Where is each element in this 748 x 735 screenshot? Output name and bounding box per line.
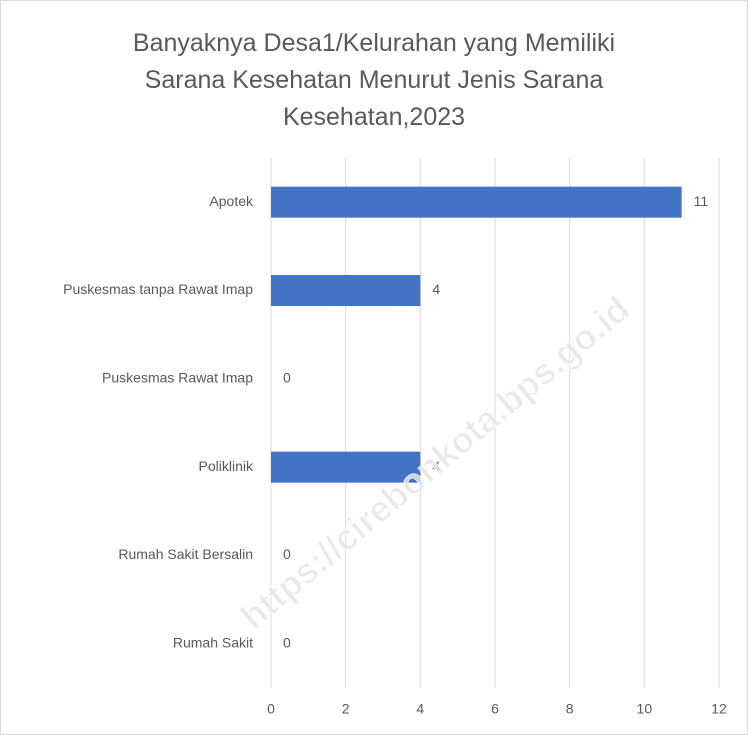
- y-tick-label: Rumah Sakit: [173, 635, 253, 651]
- y-tick-label: Poliklinik: [199, 458, 254, 474]
- bar: [271, 451, 421, 483]
- y-tick-label: Puskesmas Rawat Imap: [102, 370, 253, 386]
- bar: [271, 275, 421, 306]
- x-tick-label: 10: [637, 701, 653, 717]
- bar: [271, 186, 682, 218]
- x-tick-label: 8: [566, 701, 574, 717]
- y-tick-label: Apotek: [209, 193, 254, 209]
- data-label: 0: [283, 546, 291, 562]
- y-tick-label: Rumah Sakit Bersalin: [118, 546, 253, 562]
- data-label: 11: [694, 193, 709, 209]
- y-tick-label: Puskesmas tanpa Rawat Imap: [63, 281, 253, 297]
- chart-title: Banyaknya Desa1/Kelurahan yang Memiliki …: [132, 29, 616, 131]
- x-tick-label: 0: [267, 701, 275, 717]
- data-label: 0: [283, 370, 291, 386]
- data-label: 4: [432, 458, 440, 474]
- x-tick-label: 2: [342, 701, 350, 717]
- data-label: 4: [432, 281, 440, 297]
- data-label: 0: [283, 635, 291, 651]
- x-tick-label: 12: [711, 701, 727, 717]
- x-tick-label: 6: [491, 701, 499, 717]
- x-tick-label: 4: [416, 701, 424, 717]
